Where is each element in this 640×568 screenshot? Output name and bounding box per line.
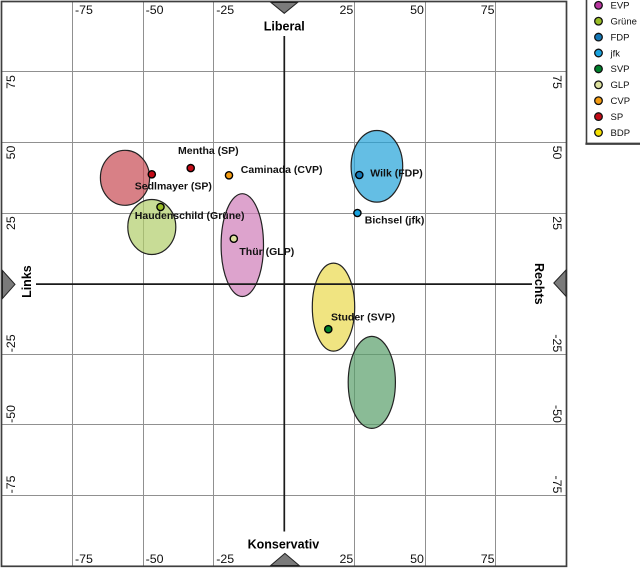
svg-text:-50: -50 [550,405,564,423]
svg-text:50: 50 [410,552,424,566]
svg-text:-75: -75 [550,475,564,493]
svg-text:50: 50 [4,146,18,160]
svg-text:-75: -75 [75,552,93,566]
svg-text:-50: -50 [146,552,164,566]
svg-text:50: 50 [550,146,564,160]
svg-text:Konservativ: Konservativ [248,538,320,552]
svg-text:-25: -25 [4,334,18,352]
svg-text:75: 75 [481,3,495,17]
svg-text:EVP: EVP [611,1,630,12]
svg-text:Bichsel (jfk): Bichsel (jfk) [365,214,425,226]
svg-text:-25: -25 [216,552,234,566]
svg-text:25: 25 [340,3,354,17]
svg-text:-50: -50 [4,405,18,423]
svg-text:SP: SP [611,112,624,123]
svg-text:-25: -25 [216,3,234,17]
svg-text:Wilk (FDP): Wilk (FDP) [370,168,422,180]
svg-text:BDP: BDP [611,128,631,139]
svg-text:Caminada (CVP): Caminada (CVP) [241,164,323,176]
svg-text:-75: -75 [4,475,18,493]
svg-text:Mentha (SP): Mentha (SP) [178,145,239,157]
svg-text:75: 75 [4,75,18,89]
svg-text:75: 75 [481,552,495,566]
svg-text:25: 25 [550,216,564,230]
svg-text:Haudenschild (Grüne): Haudenschild (Grüne) [135,210,245,222]
svg-text:Liberal: Liberal [264,20,305,34]
svg-text:Sedlmayer (SP): Sedlmayer (SP) [135,181,212,193]
svg-text:FDP: FDP [611,32,630,43]
svg-text:SVP: SVP [611,64,630,75]
svg-text:-75: -75 [75,3,93,17]
svg-text:Grüne: Grüne [611,17,637,28]
svg-text:Rechts: Rechts [532,263,546,305]
svg-text:GLP: GLP [611,80,630,91]
svg-text:Thür (GLP): Thür (GLP) [239,246,294,258]
svg-text:-25: -25 [550,334,564,352]
svg-text:-50: -50 [146,3,164,17]
svg-text:CVP: CVP [611,96,631,107]
svg-text:Studer (SVP): Studer (SVP) [331,311,395,323]
svg-text:25: 25 [4,216,18,230]
svg-text:25: 25 [340,552,354,566]
svg-text:jfk: jfk [610,48,621,59]
svg-text:75: 75 [550,75,564,89]
svg-text:50: 50 [410,3,424,17]
svg-text:Links: Links [20,265,34,298]
